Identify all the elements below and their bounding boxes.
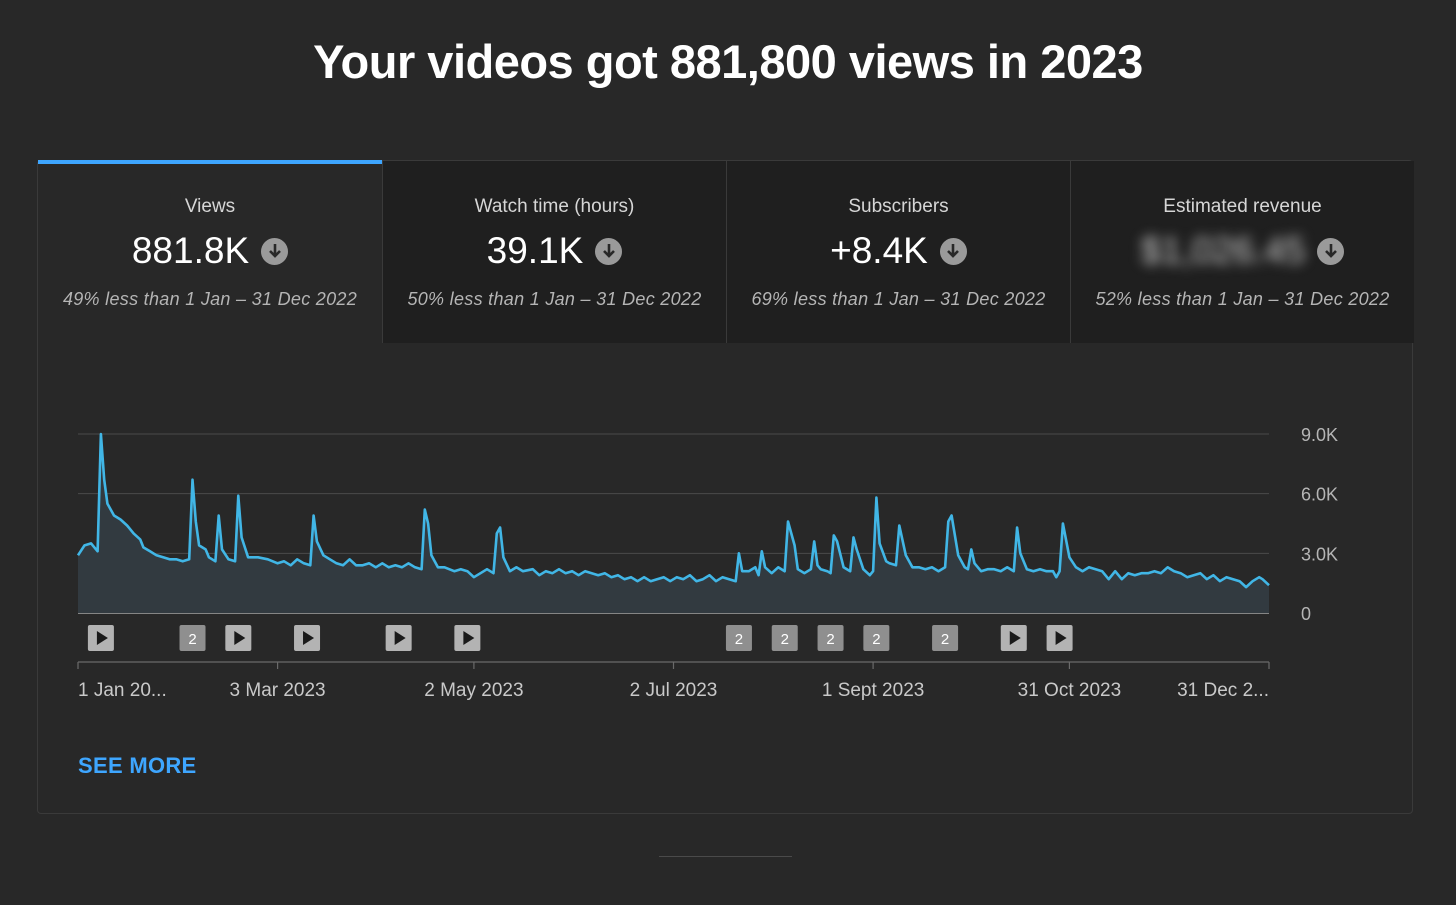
- y-tick-label: 6.0K: [1301, 485, 1338, 505]
- x-tick-label: 1 Jan 20...: [78, 680, 167, 701]
- x-tick-label: 31 Dec 2...: [1177, 680, 1269, 701]
- arrow-down-circle-icon: [939, 237, 967, 265]
- page-title: Your videos got 881,800 views in 2023: [313, 35, 1143, 88]
- svg-text:2: 2: [826, 631, 834, 648]
- svg-text:2: 2: [188, 631, 196, 648]
- play-icon[interactable]: [1046, 625, 1073, 651]
- tab-comparison: 69% less than 1 Jan – 31 Dec 2022: [751, 289, 1046, 309]
- video-count-marker[interactable]: 2: [817, 625, 844, 651]
- tab-value: +8.4K: [830, 230, 928, 271]
- x-tick-label: 31 Oct 2023: [1018, 680, 1122, 701]
- tab-comparison: 49% less than 1 Jan – 31 Dec 2022: [62, 289, 358, 309]
- x-tick-label: 1 Sept 2023: [822, 680, 924, 701]
- arrow-down-circle-icon: [595, 237, 623, 265]
- tab-comparison: 52% less than 1 Jan – 31 Dec 2022: [1095, 289, 1390, 309]
- tab-value: 39.1K: [486, 230, 584, 271]
- tab-label: Estimated revenue: [1163, 196, 1322, 217]
- y-tick-label: 0: [1301, 604, 1311, 624]
- metric-tabs: Views 881.8K 49% less than 1 Jan – 31 De…: [38, 160, 1414, 343]
- svg-text:2: 2: [941, 631, 949, 648]
- play-icon[interactable]: [87, 625, 114, 651]
- tab-label: Watch time (hours): [474, 196, 635, 217]
- video-count-marker[interactable]: 2: [932, 625, 959, 651]
- tab-label: Subscribers: [848, 196, 949, 217]
- series-area-views: [78, 434, 1269, 613]
- play-icon[interactable]: [294, 625, 321, 651]
- tab-value: 881.8K: [131, 230, 250, 271]
- x-tick-label: 2 Jul 2023: [630, 680, 718, 701]
- svg-text:2: 2: [872, 631, 880, 648]
- views-chart[interactable]: 0 3.0K 6.0K 9.0K 2 2 2 2 2 2 1 Jan 20... 3 Mar 2023…: [38, 161, 1412, 721]
- tab-label: Views: [184, 196, 236, 217]
- y-tick-label: 9.0K: [1301, 425, 1338, 445]
- analytics-card: Views 881.8K 49% less than 1 Jan – 31 De…: [37, 160, 1414, 814]
- arrow-down-circle-icon: [261, 237, 289, 265]
- tab-subscribers[interactable]: Subscribers +8.4K 69% less than 1 Jan – …: [726, 161, 1070, 343]
- video-count-marker[interactable]: 2: [179, 625, 206, 651]
- svg-text:2: 2: [781, 631, 789, 648]
- tab-comparison: 50% less than 1 Jan – 31 Dec 2022: [407, 289, 702, 309]
- video-count-marker[interactable]: 2: [725, 625, 752, 651]
- play-icon[interactable]: [225, 625, 252, 651]
- x-tick-label: 2 May 2023: [424, 680, 523, 701]
- series-line-views: [76, 432, 1270, 589]
- tab-estimated-revenue[interactable]: Estimated revenue $1,026.45 52% less tha…: [1070, 161, 1414, 343]
- y-tick-label: 3.0K: [1301, 544, 1338, 564]
- tab-watch-time[interactable]: Watch time (hours) 39.1K 50% less than 1…: [382, 161, 726, 343]
- divider: [659, 856, 792, 857]
- x-tick-label: 3 Mar 2023: [230, 680, 326, 701]
- play-icon[interactable]: [385, 625, 412, 651]
- svg-text:2: 2: [735, 631, 743, 648]
- arrow-down-circle-icon: [1317, 237, 1345, 265]
- tab-value-blurred: $1,026.45: [1140, 230, 1306, 271]
- play-icon[interactable]: [454, 625, 481, 651]
- video-count-marker[interactable]: 2: [771, 625, 798, 651]
- tab-views[interactable]: Views 881.8K 49% less than 1 Jan – 31 De…: [38, 160, 382, 343]
- see-more-link[interactable]: SEE MORE: [78, 753, 197, 778]
- video-count-marker[interactable]: 2: [863, 625, 890, 651]
- play-icon[interactable]: [1000, 625, 1027, 651]
